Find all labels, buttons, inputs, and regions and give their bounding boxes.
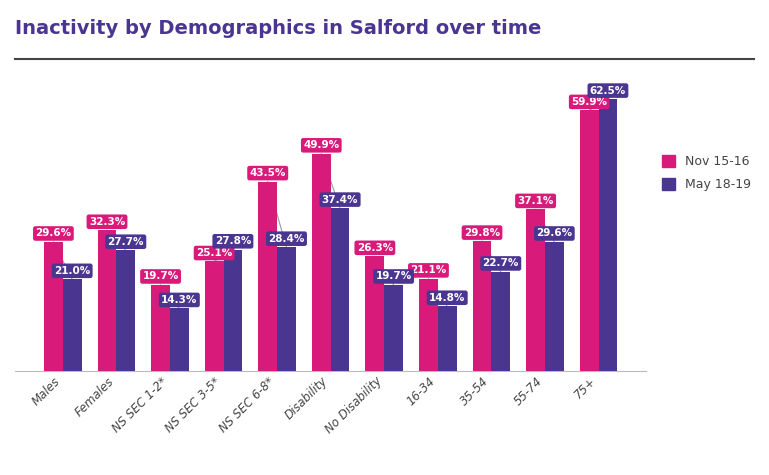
Bar bbox=[205, 262, 224, 370]
Text: 14.8%: 14.8% bbox=[429, 293, 465, 303]
Text: 25.1%: 25.1% bbox=[196, 248, 232, 258]
Text: 29.6%: 29.6% bbox=[536, 228, 572, 238]
Text: 29.8%: 29.8% bbox=[464, 228, 500, 238]
Text: 27.7%: 27.7% bbox=[108, 237, 144, 247]
Text: 37.1%: 37.1% bbox=[518, 196, 554, 206]
Bar bbox=[151, 285, 170, 370]
Bar bbox=[331, 208, 349, 370]
Bar bbox=[580, 110, 598, 370]
Text: 19.7%: 19.7% bbox=[375, 272, 411, 282]
Text: 59.9%: 59.9% bbox=[571, 97, 608, 107]
Bar bbox=[526, 209, 545, 370]
Bar bbox=[224, 250, 242, 370]
Text: 29.6%: 29.6% bbox=[35, 228, 72, 238]
Text: 22.7%: 22.7% bbox=[483, 258, 519, 268]
Bar bbox=[419, 279, 438, 370]
Text: 19.7%: 19.7% bbox=[142, 272, 178, 282]
Bar bbox=[438, 306, 457, 370]
Text: 14.3%: 14.3% bbox=[161, 295, 198, 305]
Bar bbox=[63, 279, 82, 371]
Text: 37.4%: 37.4% bbox=[321, 195, 358, 205]
Bar bbox=[277, 247, 296, 370]
Bar bbox=[545, 242, 564, 370]
Bar bbox=[384, 285, 403, 370]
Bar bbox=[170, 308, 188, 371]
Text: 27.8%: 27.8% bbox=[215, 236, 251, 247]
Text: 32.3%: 32.3% bbox=[89, 217, 125, 227]
Text: 43.5%: 43.5% bbox=[249, 168, 286, 178]
Bar bbox=[44, 242, 63, 370]
Text: 26.3%: 26.3% bbox=[357, 243, 393, 253]
Text: 21.1%: 21.1% bbox=[411, 266, 447, 276]
Bar bbox=[365, 256, 384, 370]
Legend: Nov 15-16, May 18-19: Nov 15-16, May 18-19 bbox=[658, 151, 754, 195]
Bar bbox=[116, 250, 135, 370]
Text: 28.4%: 28.4% bbox=[268, 234, 305, 244]
Bar bbox=[598, 99, 618, 370]
Text: 62.5%: 62.5% bbox=[590, 86, 626, 95]
Text: Inactivity by Demographics in Salford over time: Inactivity by Demographics in Salford ov… bbox=[15, 19, 541, 38]
Bar bbox=[473, 241, 491, 370]
Bar bbox=[98, 230, 116, 370]
Bar bbox=[258, 181, 277, 370]
Bar bbox=[491, 272, 510, 370]
Bar bbox=[312, 154, 331, 370]
Text: 49.9%: 49.9% bbox=[303, 140, 339, 150]
Text: 21.0%: 21.0% bbox=[54, 266, 90, 276]
